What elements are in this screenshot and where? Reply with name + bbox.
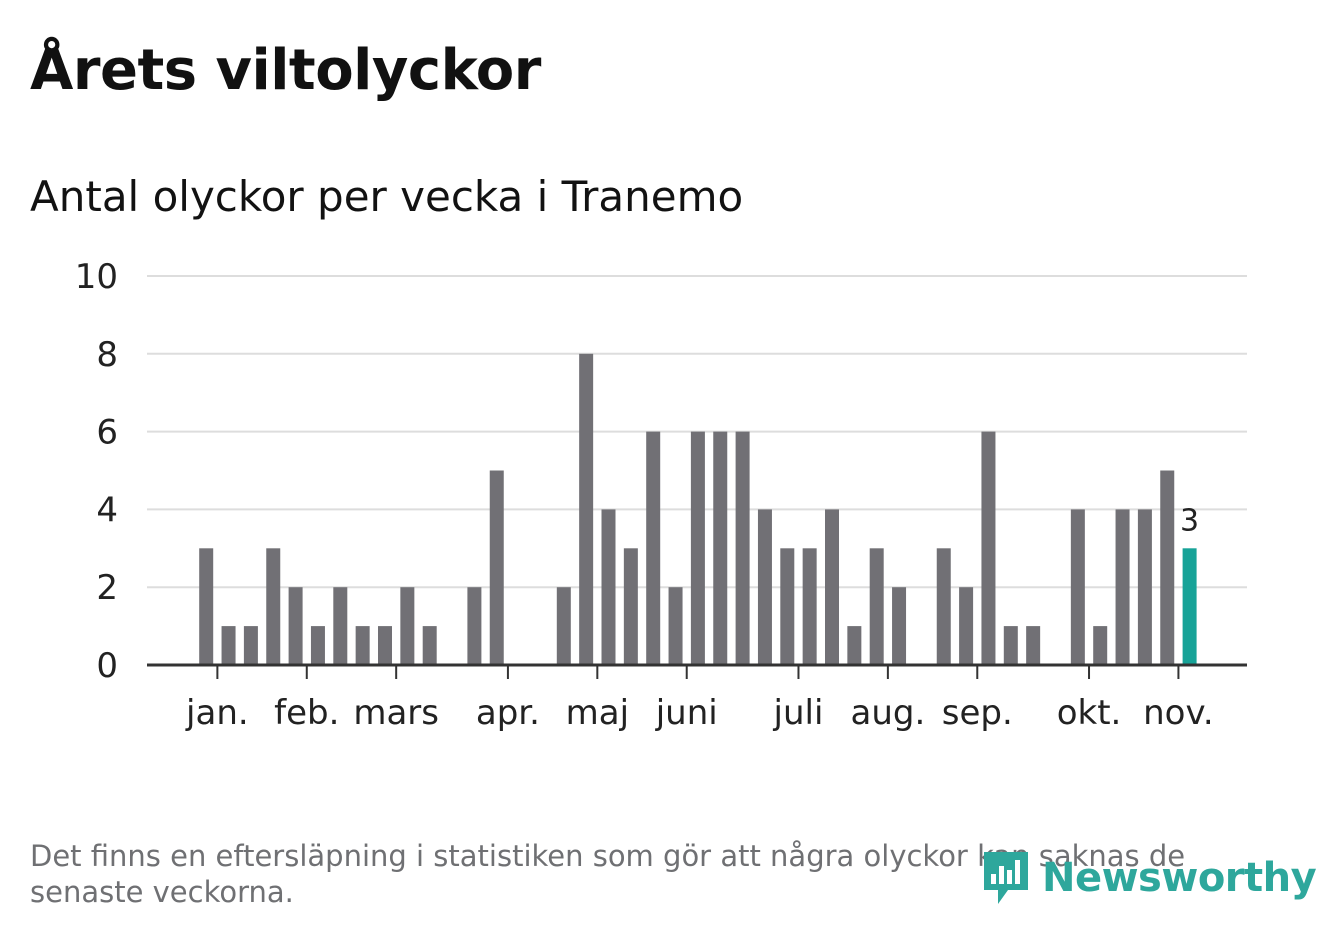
bar	[981, 431, 996, 665]
bar	[847, 626, 862, 665]
bar	[668, 587, 683, 665]
y-axis-ticks: 0 2 4 6 8 10	[75, 257, 118, 686]
bar	[355, 626, 370, 665]
bar	[892, 587, 907, 665]
bar	[310, 626, 325, 665]
bar	[288, 587, 303, 665]
x-tick-label: okt.	[1057, 693, 1122, 733]
data-label: 3	[1180, 503, 1199, 538]
bar	[1093, 626, 1108, 665]
bar	[579, 353, 594, 665]
bar	[489, 470, 504, 665]
x-tick-label: sep.	[942, 693, 1013, 733]
bar	[936, 548, 951, 665]
bar	[199, 548, 214, 665]
bar-highlight	[1182, 548, 1197, 665]
bar	[1003, 626, 1018, 665]
brand-name: Newsworthy	[1042, 855, 1317, 901]
bar	[735, 431, 750, 665]
bar-chart: 0 2 4 6 8 10 jan. feb. mars apr. maj juni juli aug. s…	[75, 257, 1247, 733]
bar	[467, 587, 482, 665]
bar	[757, 509, 772, 665]
x-tick-label: juli	[773, 693, 824, 733]
bar	[646, 431, 661, 665]
bar	[333, 587, 348, 665]
bar	[243, 626, 258, 665]
bar	[601, 509, 616, 665]
x-tick-label: maj	[566, 693, 629, 733]
bar	[825, 509, 839, 665]
x-axis-ticks: jan. feb. mars apr. maj juni juli aug. sep. okt. n…	[185, 665, 1214, 733]
bar	[378, 626, 392, 665]
x-tick-label: aug.	[850, 693, 925, 733]
y-tick-label: 4	[96, 490, 118, 530]
bar	[1115, 509, 1130, 665]
bar	[266, 548, 281, 665]
bar	[802, 548, 817, 665]
bar	[869, 548, 884, 665]
bar	[1070, 509, 1085, 665]
x-tick-label: jan.	[185, 693, 249, 733]
bar	[690, 431, 705, 665]
y-tick-label: 6	[96, 413, 118, 453]
y-tick-label: 8	[96, 335, 118, 375]
x-tick-label: mars	[353, 693, 439, 733]
data-labels: 3	[1180, 503, 1199, 538]
bar	[422, 626, 437, 665]
bar	[959, 587, 974, 665]
newsworthy-logo-icon	[984, 852, 1028, 904]
y-tick-label: 0	[96, 646, 118, 686]
brand-logo: Newsworthy	[980, 848, 1317, 908]
x-tick-label: juni	[655, 693, 718, 733]
x-tick-label: nov.	[1143, 693, 1214, 733]
x-tick-label: apr.	[476, 693, 540, 733]
bar	[780, 548, 795, 665]
chart-subtitle: Antal olyckor per vecka i Tranemo	[30, 172, 744, 221]
x-tick-label: feb.	[274, 693, 339, 733]
bar	[1160, 470, 1175, 665]
chart-title: Årets viltolyckor	[30, 38, 541, 103]
bar	[623, 548, 638, 665]
bar	[556, 587, 571, 665]
bar	[713, 431, 728, 665]
bar	[1026, 626, 1041, 665]
y-tick-label: 2	[96, 568, 118, 608]
bar	[1137, 509, 1152, 665]
y-tick-label: 10	[75, 257, 118, 297]
bar	[400, 587, 415, 665]
bar	[221, 626, 236, 665]
bars	[199, 353, 1197, 665]
